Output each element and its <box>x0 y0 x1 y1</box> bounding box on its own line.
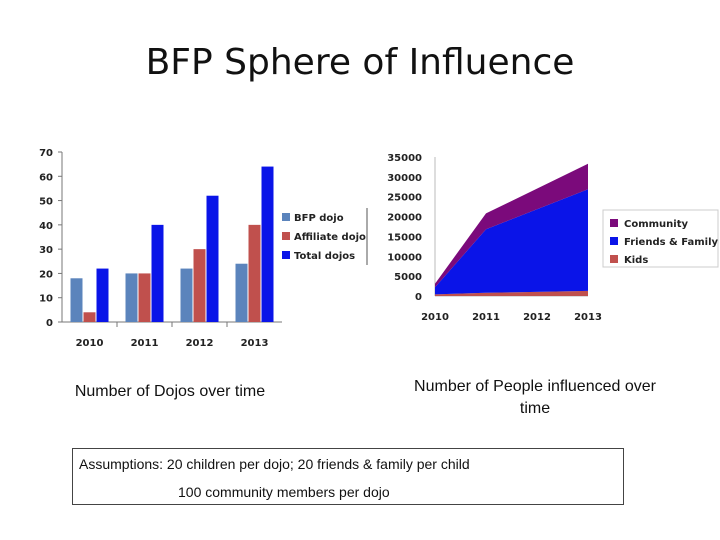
dojos-bar-chart: 0 10 20 30 40 50 60 70 2010 2011 2012 2013 BFP dojo A… <box>39 148 368 349</box>
bar-y-tick-label: 40 <box>39 221 53 232</box>
area-y-tick-label: 0 <box>415 292 422 303</box>
area-legend-swatch <box>610 237 618 245</box>
area-x-tick-label: 2011 <box>472 312 500 323</box>
bar-y-tick-label: 10 <box>39 294 53 305</box>
bar-legend-swatch <box>282 232 290 240</box>
bar-affiliate-dojo <box>193 249 206 322</box>
people-area-chart: 0 5000 10000 15000 20000 25000 30000 35000 2010 2… <box>387 153 719 323</box>
area-legend-label: Community <box>624 219 688 230</box>
area-x-tick-label: 2012 <box>523 312 551 323</box>
area-y-tick-label: 20000 <box>387 213 422 224</box>
area-y-tick-label: 10000 <box>387 252 422 263</box>
bar-total-dojos <box>151 224 164 322</box>
bar-affiliate-dojo <box>248 224 261 322</box>
bar-affiliate-dojo <box>83 312 96 322</box>
bar-legend-swatch <box>282 251 290 259</box>
right-chart-caption: Number of People influenced over time <box>414 378 656 417</box>
area-y-tick-label: 5000 <box>394 272 422 283</box>
assumptions-line-2: 100 community members per dojo <box>178 484 390 500</box>
area-legend-label: Friends & Family <box>624 237 719 248</box>
area-legend-label: Kids <box>624 255 648 266</box>
bar-legend-swatch <box>282 213 290 221</box>
bar-y-tick-label: 50 <box>39 197 53 208</box>
area-x-tick-label: 2010 <box>421 312 449 323</box>
bar-bfp-dojo <box>70 278 83 322</box>
area-community <box>435 163 588 288</box>
area-x-tick-label: 2013 <box>574 312 602 323</box>
bar-x-tick-label: 2011 <box>131 338 159 349</box>
bar-legend-label: Total dojos <box>294 251 355 262</box>
area-friends-family <box>435 189 588 295</box>
bar-total-dojos <box>261 166 274 322</box>
bar-bfp-dojo <box>180 268 193 322</box>
assumptions-box: Assumptions: 20 children per dojo; 20 fr… <box>72 448 624 505</box>
bar-x-tick-label: 2010 <box>76 338 104 349</box>
slide-title: BFP Sphere of Influence <box>145 42 575 83</box>
assumptions-line-1: Assumptions: 20 children per dojo; 20 fr… <box>79 456 470 472</box>
bar-affiliate-dojo <box>138 273 151 322</box>
area-legend-swatch <box>610 255 618 263</box>
bar-legend-label: BFP dojo <box>294 213 344 224</box>
left-chart-caption: Number of Dojos over time <box>74 383 266 400</box>
bar-legend-label: Affiliate dojo <box>294 232 366 243</box>
bar-bfp-dojo <box>235 263 248 322</box>
area-y-tick-label: 25000 <box>387 193 422 204</box>
area-y-tick-label: 35000 <box>387 153 422 164</box>
area-kids <box>435 290 588 296</box>
bar-y-tick-label: 60 <box>39 172 53 183</box>
area-legend-box <box>602 209 719 268</box>
area-legend-swatch <box>610 219 618 227</box>
bar-total-dojos <box>206 195 219 322</box>
bar-y-tick-label: 20 <box>39 269 53 280</box>
bar-x-tick-label: 2012 <box>186 338 214 349</box>
bar-y-tick-label: 70 <box>39 148 53 159</box>
bar-y-tick-label: 0 <box>46 318 53 329</box>
area-y-tick-label: 15000 <box>387 232 422 243</box>
bar-x-tick-label: 2013 <box>241 338 269 349</box>
bar-bfp-dojo <box>125 273 138 322</box>
area-y-tick-label: 30000 <box>387 173 422 184</box>
bar-y-tick-label: 30 <box>39 245 53 256</box>
bar-total-dojos <box>96 268 109 322</box>
